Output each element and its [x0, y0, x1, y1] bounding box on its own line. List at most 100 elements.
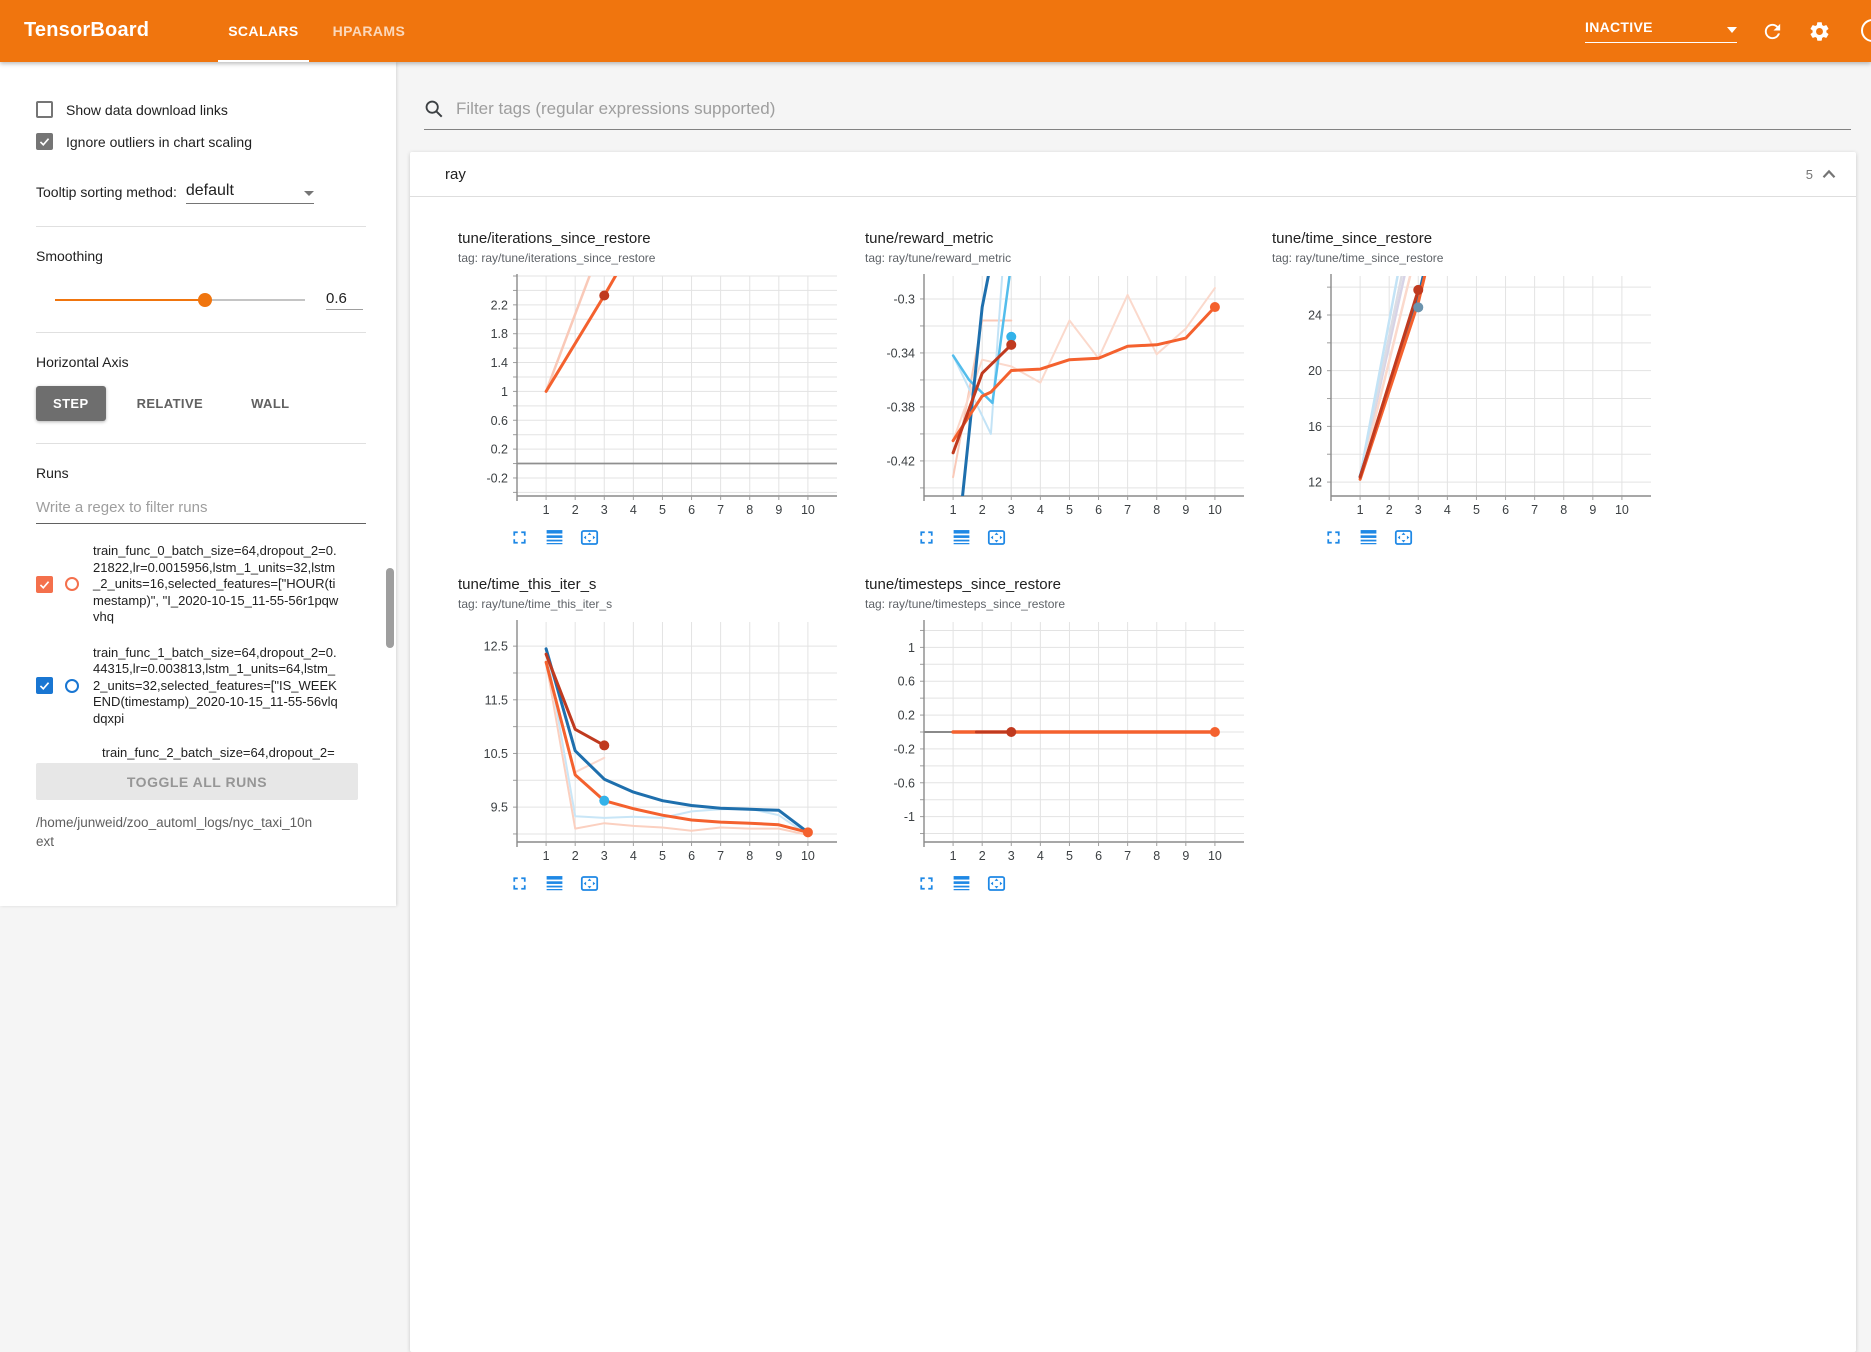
- logdir-path: /home/junweid/zoo_automl_logs/nyc_taxi_1…: [36, 813, 316, 851]
- x-tick-label: 2: [572, 503, 579, 517]
- run-lines-icon[interactable]: [1358, 527, 1379, 548]
- reload-status-dropdown[interactable]: INACTIVE: [1585, 19, 1737, 43]
- chart-series-run0-smoothed: [546, 270, 619, 391]
- smoothing-value[interactable]: 0.6: [326, 290, 363, 310]
- app-title: TensorBoard: [24, 19, 149, 62]
- series-end-dot: [599, 740, 609, 750]
- tooltip-sorting-row: Tooltip sorting method: default: [36, 182, 366, 204]
- chart-toolbar: [509, 873, 852, 894]
- run-color-circle[interactable]: [65, 679, 79, 693]
- x-tick-label: 8: [1560, 503, 1567, 517]
- scrollbar-thumb[interactable]: [386, 568, 394, 648]
- app-header: TensorBoard SCALARS HPARAMS INACTIVE: [0, 0, 1871, 62]
- tab-hparams[interactable]: HPARAMS: [316, 0, 423, 62]
- x-tick-label: 8: [1153, 503, 1160, 517]
- run-row[interactable]: train_func_0_batch_size=64,dropout_2=0.2…: [36, 543, 366, 626]
- x-tick-label: 1: [543, 503, 550, 517]
- tab-scalars[interactable]: SCALARS: [211, 0, 315, 62]
- chevron-up-icon[interactable]: [1818, 163, 1840, 185]
- gear-icon[interactable]: [1808, 20, 1831, 43]
- fit-domain-icon[interactable]: [579, 527, 600, 548]
- x-tick-label: 8: [746, 503, 753, 517]
- runs-list: train_func_0_batch_size=64,dropout_2=0.2…: [36, 543, 366, 760]
- x-tick-label: 7: [717, 849, 724, 863]
- run-label: train_func_1_batch_size=64,dropout_2=0.4…: [93, 645, 339, 728]
- show-download-links-checkbox[interactable]: [36, 101, 53, 118]
- slider-thumb[interactable]: [198, 293, 212, 307]
- help-icon[interactable]: [1861, 19, 1871, 42]
- series-end-dot: [1413, 302, 1423, 312]
- x-tick-label: 5: [1473, 503, 1480, 517]
- run-color-circle[interactable]: [65, 577, 79, 591]
- fit-domain-icon[interactable]: [986, 527, 1007, 548]
- x-tick-label: 9: [775, 503, 782, 517]
- fit-domain-icon[interactable]: [579, 873, 600, 894]
- toggle-all-runs-button[interactable]: TOGGLE ALL RUNS: [36, 763, 358, 800]
- check-icon: [38, 679, 51, 692]
- runs-filter-input[interactable]: [36, 493, 366, 524]
- smoothing-slider[interactable]: [55, 293, 305, 307]
- expand-chart-icon[interactable]: [509, 527, 530, 548]
- expand-chart-icon[interactable]: [916, 527, 937, 548]
- run-lines-icon[interactable]: [544, 527, 565, 548]
- x-tick-label: 8: [746, 849, 753, 863]
- y-tick-label: 0.6: [491, 414, 508, 428]
- ignore-outliers-checkbox[interactable]: [36, 133, 53, 150]
- tooltip-sorting-dropdown[interactable]: default: [186, 182, 314, 204]
- series-end-dot: [1006, 340, 1016, 350]
- header-actions: INACTIVE: [1585, 0, 1831, 62]
- y-tick-label: 1: [501, 385, 508, 399]
- y-tick-label: 1.8: [491, 327, 508, 341]
- fit-domain-icon[interactable]: [1393, 527, 1414, 548]
- check-icon: [38, 135, 51, 148]
- x-tick-label: 1: [1357, 503, 1364, 517]
- x-tick-label: 9: [1589, 503, 1596, 517]
- axis-mode-wall-button[interactable]: WALL: [234, 386, 306, 421]
- tag-group-count: 5: [1806, 167, 1813, 182]
- y-tick-label: 12: [1308, 476, 1322, 490]
- y-tick-label: -0.2: [486, 471, 508, 485]
- axis-mode-relative-button[interactable]: RELATIVE: [120, 386, 221, 421]
- run-lines-icon[interactable]: [544, 873, 565, 894]
- run-lines-icon[interactable]: [951, 873, 972, 894]
- x-tick-label: 6: [1095, 849, 1102, 863]
- run-label: train_func_2_batch_size=64,dropout_2=: [102, 745, 348, 760]
- x-tick-label: 1: [950, 503, 957, 517]
- run-row[interactable]: train_func_1_batch_size=64,dropout_2=0.4…: [36, 645, 366, 728]
- show-download-links-label: Show data download links: [66, 102, 228, 118]
- slider-track-empty: [205, 299, 305, 301]
- series-end-dot: [1210, 302, 1220, 312]
- x-tick-label: 6: [688, 503, 695, 517]
- y-tick-label: -1: [904, 810, 915, 824]
- run-checkbox[interactable]: [36, 677, 53, 694]
- ignore-outliers-row: Ignore outliers in chart scaling: [36, 133, 366, 150]
- chart-tag: tag: ray/tune/timesteps_since_restore: [865, 597, 1259, 611]
- expand-chart-icon[interactable]: [1323, 527, 1344, 548]
- expand-chart-icon[interactable]: [916, 873, 937, 894]
- smoothing-slider-row: 0.6: [55, 290, 366, 310]
- fit-domain-icon[interactable]: [986, 873, 1007, 894]
- tag-group-header[interactable]: ray 5: [410, 152, 1856, 197]
- y-tick-label: 1: [908, 641, 915, 655]
- x-tick-label: 10: [1208, 503, 1222, 517]
- run-checkbox[interactable]: [36, 576, 53, 593]
- run-lines-icon[interactable]: [951, 527, 972, 548]
- x-tick-label: 3: [601, 503, 608, 517]
- refresh-icon[interactable]: [1761, 20, 1784, 43]
- expand-chart-icon[interactable]: [509, 873, 530, 894]
- tooltip-sorting-label: Tooltip sorting method:: [36, 184, 177, 204]
- show-download-links-row: Show data download links: [36, 101, 366, 118]
- x-tick-label: 6: [688, 849, 695, 863]
- axis-mode-step-button[interactable]: STEP: [36, 386, 106, 421]
- horizontal-axis-label: Horizontal Axis: [36, 354, 366, 370]
- tag-filter-input[interactable]: [454, 98, 1851, 120]
- x-tick-label: 9: [1182, 503, 1189, 517]
- y-tick-label: -0.42: [887, 454, 916, 468]
